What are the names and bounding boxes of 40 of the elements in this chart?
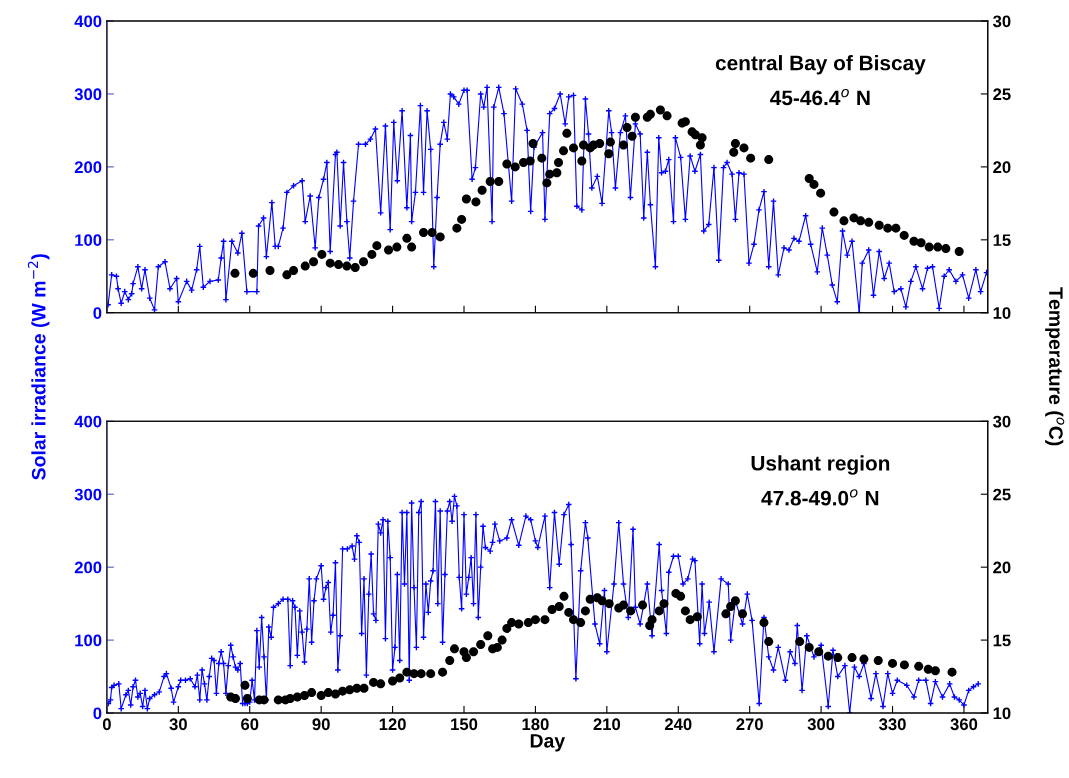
x-tick-label: 270 bbox=[736, 718, 763, 731]
y-tick-label: 0 bbox=[93, 307, 102, 319]
y-tick-label: 200 bbox=[74, 161, 102, 174]
y-tick-label: 400 bbox=[74, 15, 102, 28]
y2-tick-label: 30 bbox=[993, 415, 1011, 428]
y-tick-label: 100 bbox=[75, 234, 102, 247]
y2-tick-label: 15 bbox=[993, 234, 1011, 247]
x-tick-label: 360 bbox=[950, 718, 978, 731]
x-tick-label: 60 bbox=[241, 718, 259, 731]
y-tick-label: 0 bbox=[93, 707, 102, 720]
y-axis-title: Solar irradiance (W m$^{−2}$) bbox=[27, 254, 50, 480]
x-tick-label: 180 bbox=[522, 718, 549, 731]
y2-tick-label: 15 bbox=[993, 634, 1011, 647]
annotation: Ushant region bbox=[751, 455, 890, 475]
x-tick-label: 90 bbox=[312, 718, 330, 731]
x-tick-label: 240 bbox=[664, 718, 692, 731]
x-tick-label: 120 bbox=[379, 718, 406, 731]
x-tick-label: 0 bbox=[102, 718, 111, 731]
y-tick-label: 300 bbox=[74, 88, 102, 101]
x-tick-label: 150 bbox=[451, 718, 478, 731]
y-tick-label: 300 bbox=[74, 488, 102, 501]
y2-tick-label: 10 bbox=[993, 307, 1011, 319]
x-tick-label: 30 bbox=[169, 718, 187, 731]
y2-tick-label: 25 bbox=[993, 88, 1011, 101]
x-tick-label: 330 bbox=[879, 718, 906, 731]
y2-axis-title: Temperature ($^{o}$C) bbox=[1045, 287, 1065, 446]
y2-tick-label: 10 bbox=[993, 707, 1011, 720]
annotation: 47.8-49.0$^{o}$ N bbox=[761, 489, 879, 506]
y-tick-label: 200 bbox=[74, 561, 102, 574]
annotation: central Bay of Biscay bbox=[715, 55, 926, 75]
y2-tick-label: 20 bbox=[993, 161, 1011, 174]
y2-tick-label: 20 bbox=[993, 561, 1011, 574]
y2-tick-label: 25 bbox=[993, 488, 1011, 501]
x-tick-label: 300 bbox=[807, 718, 835, 731]
y-tick-label: 100 bbox=[75, 634, 102, 647]
x-axis-title: Day bbox=[530, 734, 566, 752]
y2-tick-label: 30 bbox=[993, 15, 1011, 28]
annotation: 45-46.4$^{o}$ N bbox=[770, 88, 870, 106]
y-tick-label: 400 bbox=[74, 415, 102, 428]
x-tick-label: 210 bbox=[593, 718, 621, 731]
